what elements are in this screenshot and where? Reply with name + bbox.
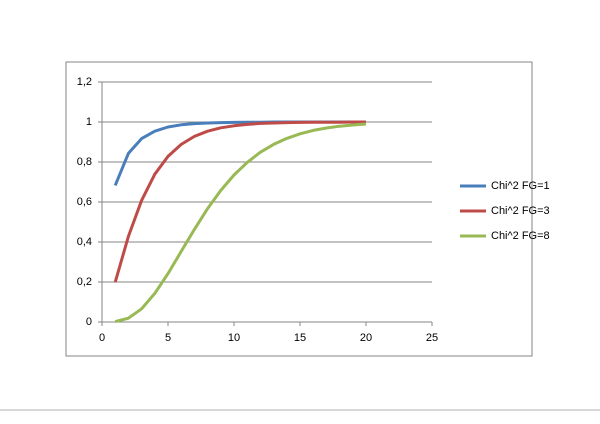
x-tick-label: 20 bbox=[360, 332, 372, 344]
y-tick-label: 1 bbox=[86, 116, 92, 128]
y-tick-label: 0,8 bbox=[77, 156, 92, 168]
y-tick-label: 0,4 bbox=[77, 236, 92, 248]
y-tick-label: 0 bbox=[86, 316, 92, 328]
x-tick-label: 25 bbox=[426, 332, 438, 344]
series-line bbox=[113, 120, 366, 283]
y-tick-label: 0,2 bbox=[77, 276, 92, 288]
series-line bbox=[114, 122, 367, 324]
x-tick-label: 0 bbox=[99, 332, 105, 344]
y-tick-label: 0,6 bbox=[77, 196, 92, 208]
x-tick-label: 15 bbox=[294, 332, 306, 344]
x-tick-label: 5 bbox=[165, 332, 171, 344]
x-tick-label: 10 bbox=[228, 332, 240, 344]
y-tick-label: 1,2 bbox=[77, 76, 92, 88]
legend-label: Chi^2 FG=3 bbox=[491, 205, 550, 217]
legend-label: Chi^2 FG=8 bbox=[491, 230, 550, 242]
legend-label: Chi^2 FG=1 bbox=[491, 180, 550, 192]
